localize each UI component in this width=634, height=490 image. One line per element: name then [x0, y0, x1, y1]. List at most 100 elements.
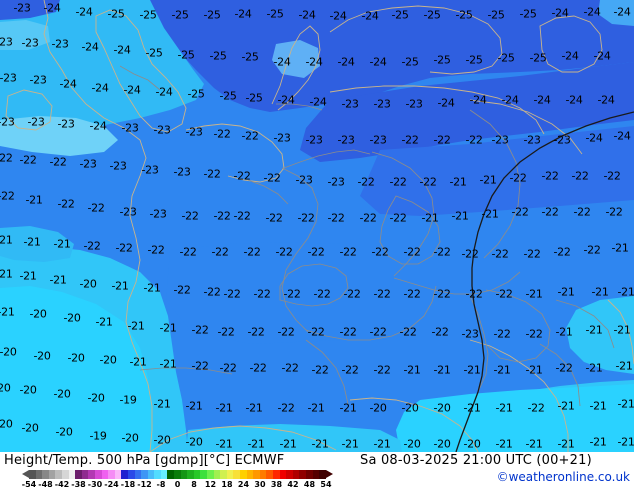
- colorbar-tick: -54: [21, 480, 37, 489]
- colorbar-tick: -42: [54, 480, 70, 489]
- border-switzerland: [279, 263, 349, 307]
- border-romania: [555, 299, 615, 349]
- temp-band-cyan-left-small: [0, 226, 74, 262]
- colorbar-tick: 48: [303, 480, 316, 489]
- weather-map[interactable]: -23 -24 -24 -25 -25 -25 -25 -24 -25 -24 -24 -24 -25-…: [0, 0, 634, 452]
- colorbar-swatch: [55, 470, 62, 479]
- colorbar-swatch: [213, 470, 221, 479]
- border-hungary: [485, 289, 551, 363]
- temp-band-pale-nw: [0, 116, 118, 156]
- colorbar-tick: 54: [320, 480, 332, 489]
- colorbar-swatch: [253, 470, 260, 479]
- colorbar-swatch: [81, 470, 89, 479]
- colorbar-swatch: [160, 470, 168, 479]
- temp-band-cyan-right-top: [598, 0, 634, 26]
- border-poland-east: [469, 109, 521, 259]
- colorbar-tick: 18: [221, 480, 233, 489]
- border-uk-internal: [119, 65, 161, 91]
- temp-band-cyan-se: [566, 296, 634, 374]
- colorbar-tick: 24: [237, 480, 250, 489]
- temp-band-light-denmark: [272, 40, 320, 78]
- coast-italy: [349, 397, 479, 452]
- colorbar-tick: 8: [191, 480, 197, 489]
- temp-band-cyan-sw-core: [0, 286, 154, 452]
- colorbar-swatch: [259, 470, 267, 479]
- colorbar-tick: -30: [87, 480, 103, 489]
- border-balkan-east: [539, 343, 581, 407]
- coast-denmark: [271, 25, 321, 111]
- colorbar-swatch: [187, 470, 194, 479]
- colorbar-swatch: [167, 470, 175, 479]
- temp-band-dark-central: [300, 62, 634, 162]
- copyright-credit[interactable]: ©weatheronline.co.uk: [496, 470, 630, 484]
- colorbar-tick: 30: [254, 480, 266, 489]
- temp-band-mid-lowleft: [166, 242, 340, 344]
- coast-adriatic: [469, 339, 569, 452]
- colorbar-swatches: [22, 470, 333, 479]
- colorbar-swatch: [207, 470, 214, 479]
- colorbar-tick: -18: [120, 480, 136, 489]
- colorbar-swatch: [180, 470, 188, 479]
- colorbar-swatch: [272, 470, 280, 479]
- coast-ireland: [5, 89, 53, 131]
- colorbar-swatch: [35, 470, 43, 479]
- border-italy-north: [305, 339, 349, 405]
- colorbar-swatch: [286, 470, 293, 479]
- colorbar-swatch: [305, 470, 313, 479]
- geopotential-height-contour-layer: [455, 111, 634, 452]
- temp-band-dark-north: [150, 0, 634, 112]
- colorbar-swatch: [193, 470, 201, 479]
- colorbar-tick-labels: -54 -48 -42 -38 -30 -24 -18 -12 -8 0 8 12 18 24 30 38 42…: [22, 480, 333, 490]
- border-iberia-north: [139, 367, 233, 375]
- border-belgium-france: [247, 179, 289, 205]
- colorbar-tick: 38: [270, 480, 283, 489]
- colorbar-swatch: [174, 470, 181, 479]
- height-contour-main: [455, 111, 634, 452]
- colorbar-tick: -38: [71, 480, 86, 489]
- coast-great-britain: [95, 9, 187, 133]
- colorbar-tick: -12: [137, 480, 152, 489]
- forecast-datetime: Sa 08-03-2025 21:00 UTC (00+21): [360, 453, 592, 468]
- colorbar-swatch: [121, 470, 128, 479]
- colorbar-legend: -54 -48 -42 -38 -30 -24 -18 -12 -8 0 8 12 18 24 30 38 42…: [22, 470, 333, 490]
- colorbar-tick: -48: [38, 480, 53, 489]
- colorbar-swatch: [266, 470, 273, 479]
- colorbar-swatch: [240, 470, 247, 479]
- temp-band-pale-left: [0, 20, 50, 50]
- colorbar-tick: 42: [287, 480, 299, 489]
- coast-baltic: [329, 85, 545, 135]
- coast-mediterranean: [149, 425, 337, 452]
- colorbar-swatch: [279, 470, 287, 479]
- colorbar-swatch: [101, 470, 109, 479]
- temp-band-cyan-nw: [0, 0, 204, 142]
- temp-band-cyan-bottom-centre: [186, 424, 402, 452]
- colorbar-swatch: [48, 470, 56, 479]
- coast-east: [607, 299, 634, 365]
- temp-band-dark-east: [360, 126, 634, 216]
- colorbar-swatch: [61, 470, 69, 479]
- colorbar-swatch: [312, 470, 320, 479]
- coastline-border-layer: [5, 0, 634, 452]
- coast-france-west: [43, 0, 153, 452]
- colorbar-tick: 0: [174, 480, 181, 489]
- border-alps-austria: [393, 271, 521, 295]
- colorbar-swatch: [29, 470, 36, 479]
- temp-band-cyan-lower-centre: [396, 384, 634, 452]
- colorbar-swatch: [141, 470, 148, 479]
- border-denmark-germany: [276, 103, 323, 111]
- border-czech: [379, 195, 441, 265]
- country-borders-layer: [119, 65, 615, 407]
- colorbar-swatch: [127, 470, 135, 479]
- colorbar-swatch: [88, 470, 95, 479]
- coast-low-countries: [185, 123, 285, 183]
- colorbar-swatch: [246, 470, 254, 479]
- colorbar-swatch: [226, 470, 234, 479]
- border-germany-benelux: [283, 149, 371, 169]
- colorbar-arrow-right: [325, 470, 333, 478]
- colorbar-swatch: [154, 470, 161, 479]
- colorbar-swatch: [319, 470, 326, 479]
- colorbar-swatch: [220, 470, 227, 479]
- border-germany-south: [305, 285, 437, 341]
- border-france-germany: [281, 167, 319, 333]
